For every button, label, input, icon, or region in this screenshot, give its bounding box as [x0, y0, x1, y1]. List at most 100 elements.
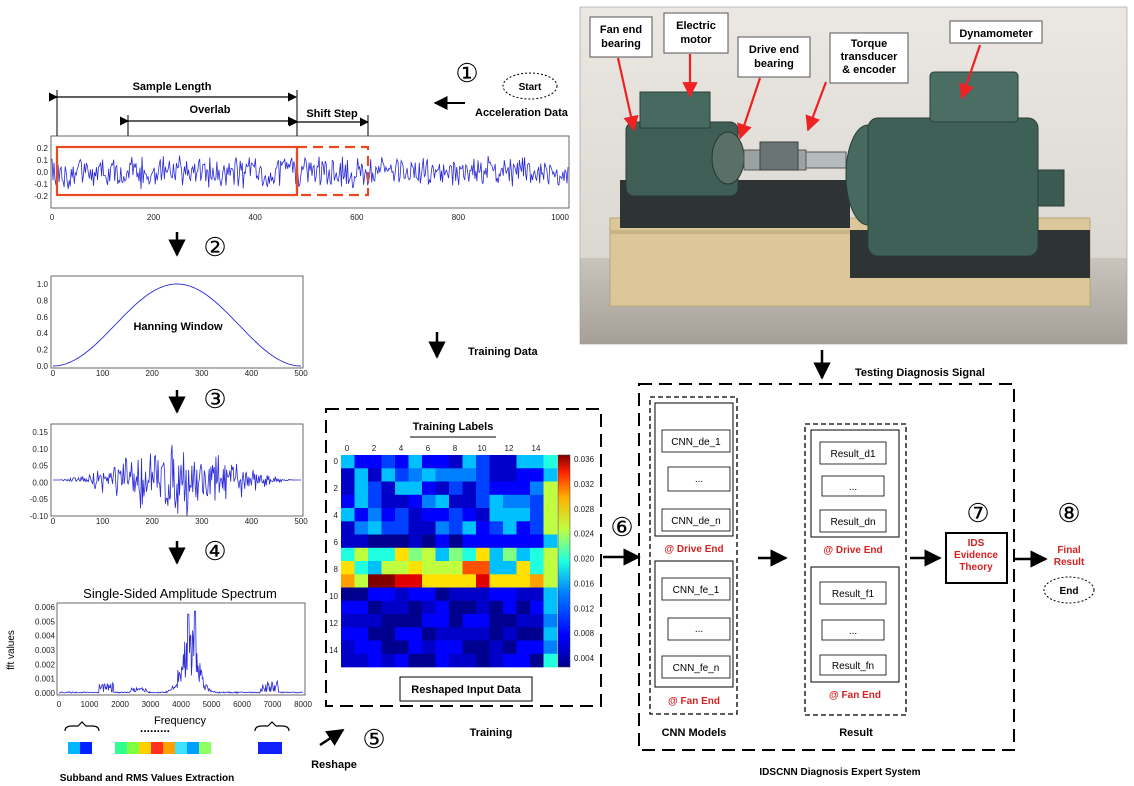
heatmap-cell — [449, 561, 463, 575]
heatmap-cell — [408, 534, 423, 549]
heatmap-y-tick-label: 8 — [334, 565, 339, 574]
heatmap-x-tick-label: 10 — [478, 444, 487, 453]
windowed-x-tick-label: 0 — [51, 517, 56, 526]
heatmap-cell — [489, 494, 504, 509]
cnn-drive-end-box — [654, 402, 734, 537]
spectrum-x-tick-label: 6000 — [233, 700, 251, 709]
result-d-dots-box — [821, 475, 885, 497]
heatmap-x-tick-label: 4 — [399, 444, 404, 453]
signal-x-tick-label: 400 — [249, 213, 263, 222]
heatmap-cell — [516, 481, 531, 496]
heatmap-cell — [530, 561, 544, 575]
start-terminal — [502, 72, 558, 100]
reshaped-input-heatmap — [341, 455, 558, 668]
heatmap-cell — [395, 614, 409, 628]
hanning-x-tick-label: 200 — [146, 369, 160, 378]
heatmap-cell — [341, 468, 355, 482]
heatmap-cell — [503, 627, 517, 641]
heatmap-cell — [530, 600, 544, 615]
end-label: End — [1060, 586, 1079, 597]
subband-cell — [187, 742, 199, 754]
cnn-fan-end-caption: @ Fan End — [668, 696, 720, 707]
signal-y-tick-label: 0.2 — [37, 144, 49, 153]
ids-evidence-box — [945, 532, 1008, 584]
result-f1-box — [819, 581, 887, 605]
windowed-x-ticks: 0 100 200 300 400 500 — [51, 517, 308, 526]
heatmap-cell — [341, 600, 355, 615]
motor-label: Electric motor — [676, 20, 716, 46]
colorbar-tick-label: 0.032 — [574, 480, 595, 489]
heatmap-cell — [422, 521, 436, 535]
cnn-drive-end-caption: @ Drive End — [664, 544, 723, 555]
heatmap-cell — [341, 521, 355, 535]
heatmap-cell — [476, 574, 490, 588]
windowed-plot-frame — [50, 423, 304, 517]
spectrum-y-tick-label: 0.000 — [35, 689, 56, 698]
windowed-x-tick-label: 200 — [146, 517, 160, 526]
hanning-y-tick-label: 0.8 — [37, 296, 49, 305]
heatmap-cell — [489, 574, 504, 588]
cnn-de-dots-label: ... — [695, 474, 703, 485]
cnn-fe-dots-label: ... — [695, 624, 703, 635]
heatmap-cell — [341, 534, 355, 549]
heatmap-cell — [489, 455, 504, 469]
heatmap-cell — [408, 561, 423, 575]
ids-evidence-label: IDS Evidence Theory — [954, 538, 998, 573]
heatmap-cell — [368, 627, 382, 641]
heatmap-cell — [354, 600, 369, 615]
hanning-plot-frame — [50, 275, 304, 369]
heatmap-cell — [354, 508, 369, 522]
result-fan-end-box — [810, 566, 900, 683]
heatmap-cell — [530, 653, 544, 668]
spectrum-line — [58, 610, 304, 694]
training-data-label: Training Data — [468, 346, 539, 358]
heatmap-cell — [395, 494, 409, 509]
heatmap-cell — [341, 574, 355, 588]
sample-length-label: Sample Length — [133, 81, 212, 93]
subband-cell — [258, 742, 270, 754]
heatmap-cell — [408, 547, 423, 562]
heatmap-cell — [435, 521, 450, 535]
result-fn-box — [819, 654, 887, 676]
heatmap-cell — [516, 521, 531, 535]
step-4-marker: ④ — [203, 536, 226, 566]
heatmap-cell — [435, 614, 450, 628]
heatmap-cell — [530, 481, 544, 496]
signal-y-tick-label: -0.2 — [34, 192, 48, 201]
heatmap-cell — [408, 481, 423, 496]
heatmap-cell — [503, 481, 517, 496]
spectrum-y-tick-label: 0.002 — [35, 660, 56, 669]
heatmap-cell — [462, 521, 477, 535]
heatmap-cell — [395, 521, 409, 535]
signal-y-tick-label: 0.1 — [37, 156, 49, 165]
torque-callout — [829, 32, 909, 84]
heatmap-cell — [462, 468, 477, 482]
heatmap-cell — [476, 508, 490, 522]
windowed-y-tick-label: 0.05 — [32, 462, 48, 471]
dyno-callout — [949, 20, 1043, 44]
windowed-x-tick-label: 500 — [294, 517, 308, 526]
heatmap-cell — [476, 521, 490, 535]
heatmap-cell — [449, 534, 463, 549]
heatmap-cell — [381, 468, 396, 482]
heatmap-cell — [381, 614, 396, 628]
colorbar-tick-label: 0.024 — [574, 530, 595, 539]
heatmap-cell — [354, 481, 369, 496]
heatmap-cell — [435, 600, 450, 615]
heatmap-cell — [341, 455, 355, 469]
heatmap-cell — [395, 627, 409, 641]
heatmap-cell — [476, 653, 490, 668]
hanning-x-tick-label: 400 — [245, 369, 259, 378]
heatmap-x-tick-label: 0 — [345, 444, 350, 453]
windowed-signal-line — [53, 444, 301, 517]
heatmap-y-tick-label: 4 — [334, 511, 339, 520]
heatmap-cell — [341, 640, 355, 655]
heatmap-cell — [462, 614, 477, 628]
signal-x-tick-label: 600 — [350, 213, 364, 222]
heatmap-colorbar — [557, 454, 571, 668]
cnn-de-dots-box — [667, 466, 731, 492]
heatmap-cell — [543, 627, 558, 641]
heatmap-cell — [341, 508, 355, 522]
spectrum-x-axis-label: Frequency — [154, 715, 206, 727]
cnn-fan-end-box — [654, 560, 734, 688]
